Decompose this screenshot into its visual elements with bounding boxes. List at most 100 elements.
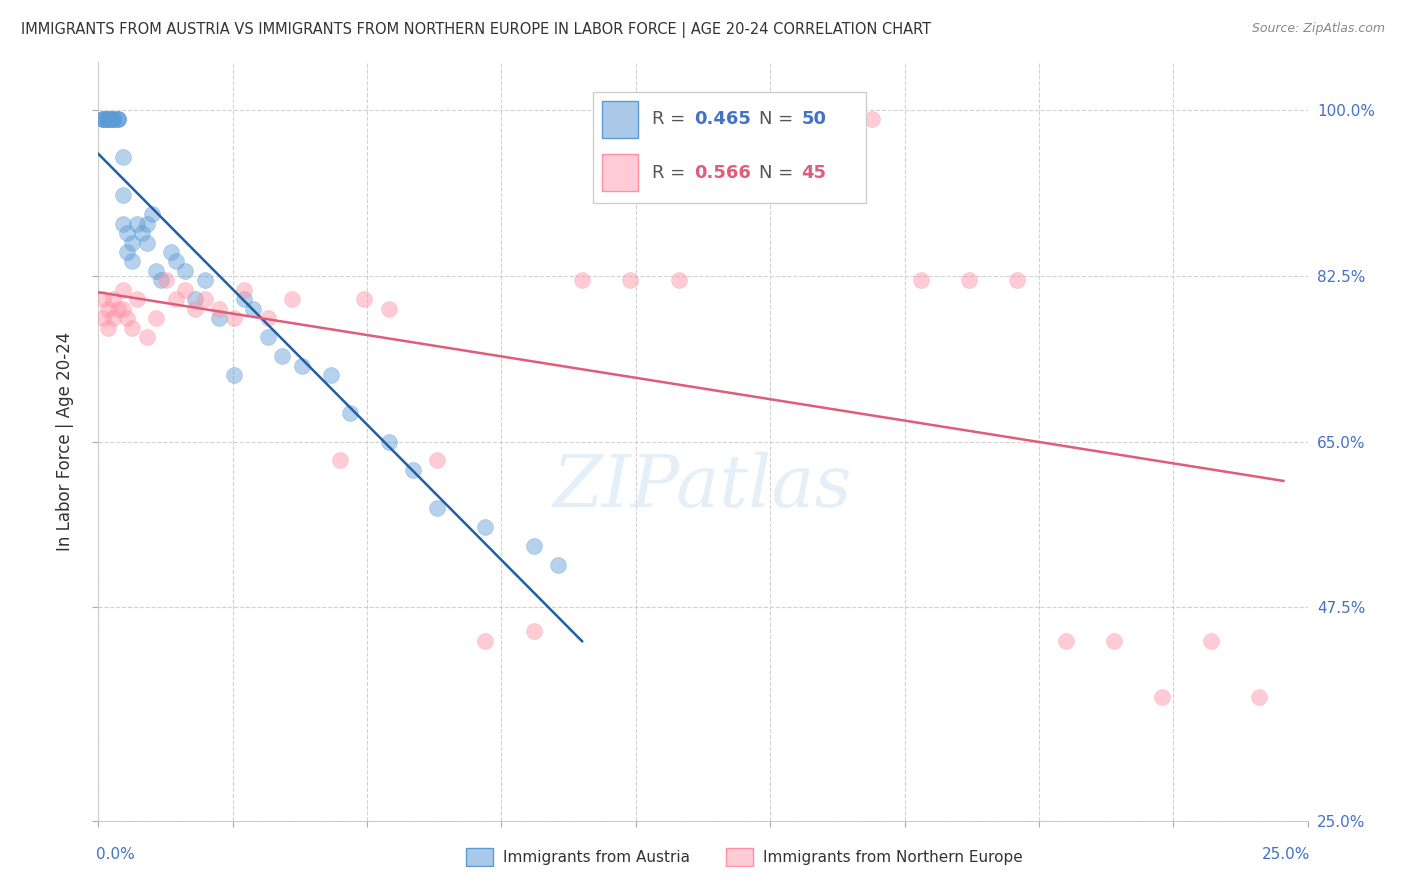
- Point: [1199, 633, 1222, 648]
- Point: [107, 112, 129, 127]
- Point: [377, 434, 399, 449]
- Point: [1249, 690, 1271, 705]
- Point: [165, 254, 187, 268]
- Point: [111, 188, 134, 202]
- Point: [107, 301, 129, 316]
- Text: 50: 50: [801, 111, 827, 128]
- Point: [91, 112, 114, 127]
- Point: [716, 112, 738, 127]
- Point: [910, 273, 932, 287]
- Point: [155, 273, 177, 287]
- Point: [111, 150, 134, 164]
- Point: [97, 320, 120, 334]
- Text: Immigrants from Austria: Immigrants from Austria: [503, 850, 690, 864]
- Point: [135, 217, 157, 231]
- Point: [290, 359, 312, 373]
- Point: [174, 283, 197, 297]
- Point: [232, 293, 254, 307]
- Point: [1102, 633, 1125, 648]
- Point: [813, 112, 835, 127]
- Point: [860, 112, 883, 127]
- Point: [97, 112, 120, 127]
- Point: [174, 264, 197, 278]
- Point: [957, 273, 980, 287]
- FancyBboxPatch shape: [465, 848, 494, 866]
- FancyBboxPatch shape: [602, 101, 638, 138]
- Point: [107, 112, 129, 127]
- Point: [329, 453, 352, 467]
- Point: [619, 273, 641, 287]
- Point: [121, 235, 143, 250]
- Point: [523, 539, 546, 553]
- Point: [101, 112, 124, 127]
- Point: [97, 112, 120, 127]
- Point: [1007, 273, 1029, 287]
- Point: [1054, 633, 1077, 648]
- Point: [474, 520, 496, 534]
- Point: [145, 311, 167, 326]
- Y-axis label: In Labor Force | Age 20-24: In Labor Force | Age 20-24: [56, 332, 75, 551]
- Point: [194, 293, 217, 307]
- Point: [256, 311, 278, 326]
- Point: [101, 311, 124, 326]
- Point: [339, 406, 361, 420]
- Point: [91, 112, 114, 127]
- Point: [97, 112, 120, 127]
- Point: [523, 624, 546, 639]
- Point: [184, 293, 207, 307]
- Text: Immigrants from Northern Europe: Immigrants from Northern Europe: [763, 850, 1024, 864]
- Point: [242, 301, 264, 316]
- Point: [101, 112, 124, 127]
- Text: 0.465: 0.465: [695, 111, 751, 128]
- Point: [184, 301, 207, 316]
- Point: [426, 500, 449, 515]
- Point: [101, 112, 124, 127]
- Point: [208, 301, 231, 316]
- Point: [765, 112, 787, 127]
- FancyBboxPatch shape: [593, 92, 866, 202]
- Point: [160, 244, 183, 259]
- Point: [402, 463, 425, 477]
- Point: [474, 633, 496, 648]
- Point: [91, 311, 114, 326]
- Point: [97, 112, 120, 127]
- Point: [150, 273, 173, 287]
- FancyBboxPatch shape: [602, 154, 638, 191]
- Text: ZIPatlas: ZIPatlas: [553, 451, 853, 523]
- Point: [117, 244, 139, 259]
- Point: [91, 112, 114, 127]
- Point: [91, 112, 114, 127]
- Point: [194, 273, 217, 287]
- Point: [256, 330, 278, 344]
- Text: IMMIGRANTS FROM AUSTRIA VS IMMIGRANTS FROM NORTHERN EUROPE IN LABOR FORCE | AGE : IMMIGRANTS FROM AUSTRIA VS IMMIGRANTS FR…: [21, 22, 931, 38]
- Point: [571, 273, 593, 287]
- Text: Source: ZipAtlas.com: Source: ZipAtlas.com: [1251, 22, 1385, 36]
- Point: [121, 254, 143, 268]
- Point: [426, 453, 449, 467]
- Point: [111, 217, 134, 231]
- Text: R =: R =: [652, 164, 692, 182]
- FancyBboxPatch shape: [725, 848, 754, 866]
- Point: [107, 112, 129, 127]
- Point: [97, 112, 120, 127]
- Point: [127, 293, 149, 307]
- Point: [547, 558, 569, 572]
- Point: [135, 235, 157, 250]
- Text: N =: N =: [759, 164, 799, 182]
- Point: [117, 226, 139, 240]
- Point: [222, 311, 245, 326]
- Point: [208, 311, 231, 326]
- Point: [222, 368, 245, 383]
- Text: 25.0%: 25.0%: [1263, 847, 1310, 862]
- Point: [271, 349, 294, 363]
- Text: N =: N =: [759, 111, 799, 128]
- Point: [127, 217, 149, 231]
- Point: [668, 273, 690, 287]
- Text: R =: R =: [652, 111, 692, 128]
- Text: 45: 45: [801, 164, 827, 182]
- Point: [91, 293, 114, 307]
- Point: [101, 293, 124, 307]
- Point: [353, 293, 375, 307]
- Text: 0.566: 0.566: [695, 164, 751, 182]
- Point: [377, 301, 399, 316]
